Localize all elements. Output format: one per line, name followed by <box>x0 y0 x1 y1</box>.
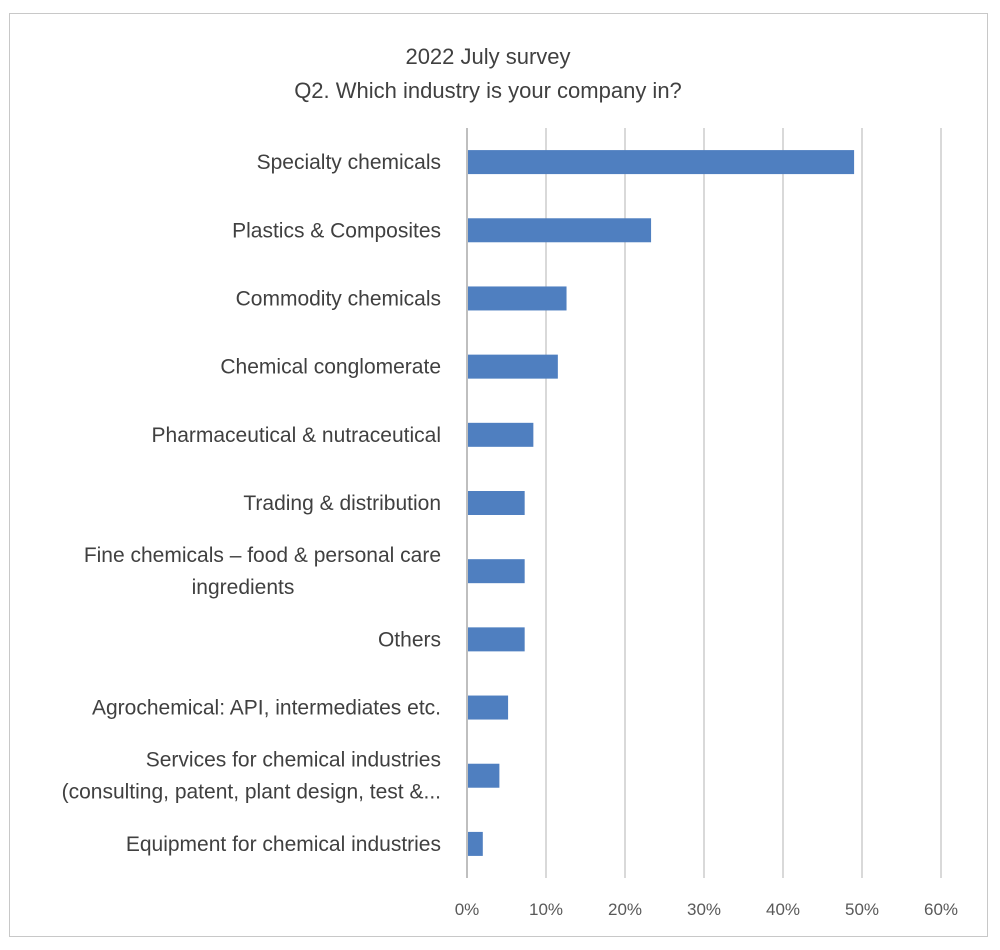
category-labels: Specialty chemicals Plastics & Composites… <box>62 151 441 856</box>
bar <box>467 218 652 243</box>
category-label: Equipment for chemical industries <box>126 833 441 856</box>
bar <box>467 286 567 311</box>
x-tick-label: 40% <box>766 900 800 919</box>
x-axis-ticks: 0% 10% 20% 30% 40% 50% 60% <box>455 900 958 919</box>
category-label: ingredients <box>192 576 295 599</box>
category-label: Pharmaceutical & nutraceutical <box>152 424 441 447</box>
category-label: Commodity chemicals <box>236 287 441 310</box>
chart-subtitle: Q2. Which industry is your company in? <box>294 78 682 103</box>
bar <box>467 763 500 788</box>
category-label: Trading & distribution <box>243 492 441 515</box>
bar <box>467 491 525 515</box>
x-tick-label: 30% <box>687 900 721 919</box>
category-label: Others <box>378 628 441 651</box>
x-tick-label: 10% <box>529 900 563 919</box>
category-label: Fine chemicals – food & personal care <box>84 544 441 567</box>
bar <box>467 422 534 447</box>
category-label: (consulting, patent, plant design, test … <box>62 781 441 804</box>
category-label: Agrochemical: API, intermediates etc. <box>92 697 441 720</box>
x-tick-label: 20% <box>608 900 642 919</box>
category-label: Specialty chemicals <box>257 151 441 174</box>
category-label: Plastics & Composites <box>232 219 441 242</box>
bar <box>467 559 525 584</box>
bar <box>467 695 509 720</box>
x-tick-label: 60% <box>924 900 958 919</box>
bar <box>467 627 525 652</box>
x-tick-label: 50% <box>845 900 879 919</box>
bars <box>466 128 855 878</box>
chart-title: 2022 July survey <box>405 44 570 69</box>
bar <box>467 354 558 379</box>
x-tick-label: 0% <box>455 900 480 919</box>
category-label: Chemical conglomerate <box>220 356 441 379</box>
bar <box>467 831 483 856</box>
category-label: Services for chemical industries <box>146 749 441 772</box>
bar <box>467 150 855 175</box>
